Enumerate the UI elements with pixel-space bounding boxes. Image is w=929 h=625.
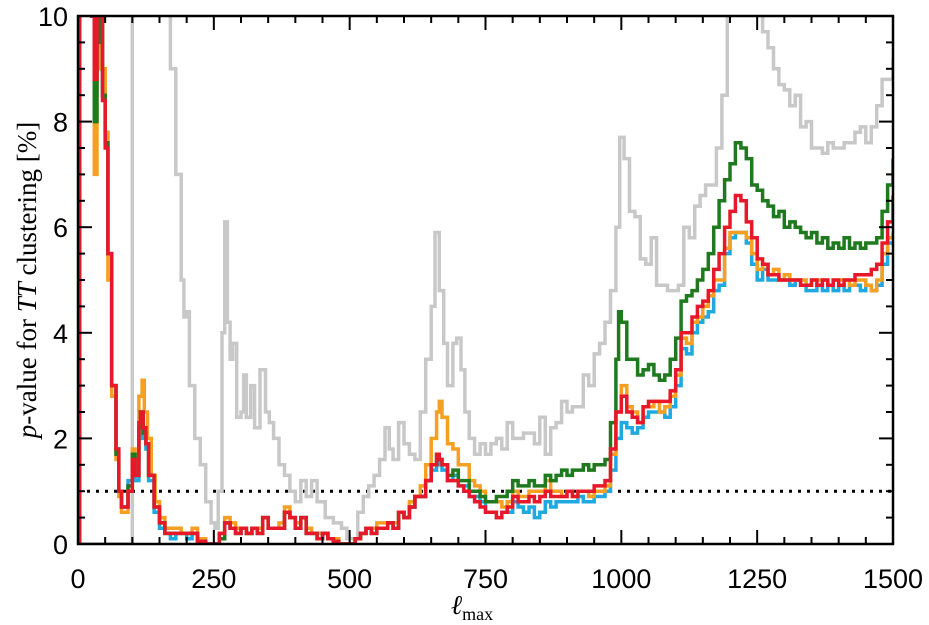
y-tick-label: 8 [53, 108, 68, 138]
x-tick-label: 1250 [727, 564, 787, 594]
ticks-layer [77, 15, 894, 545]
y-axis-label-tt: TT [12, 280, 42, 312]
series-line-0 [78, 16, 893, 544]
x-tick-label: 250 [191, 564, 236, 594]
y-tick-label: 6 [53, 213, 68, 243]
x-axis-label: ℓmax [451, 590, 493, 624]
series-line-4 [78, 16, 893, 544]
x-tick-label: 750 [463, 564, 508, 594]
y-tick-label: 10 [38, 2, 68, 32]
x-tick-label: 0 [70, 564, 85, 594]
y-tick-label: 4 [53, 319, 68, 349]
y-axis-label-post: clustering [%] [12, 122, 42, 282]
y-axis-label: p-value for TT clustering [%] [12, 122, 42, 440]
y-tick-label: 0 [53, 530, 68, 560]
x-axis-label-sub: max [462, 604, 493, 624]
series-layer [78, 16, 893, 544]
y-tick-label: 2 [53, 424, 68, 454]
y-axis-label-p: p [12, 425, 42, 441]
y-tick-labels: 0 2 4 6 8 10 [38, 2, 68, 560]
y-axis-label-pre: -value for [12, 312, 42, 424]
x-tick-labels: 0 250 500 750 1000 1250 1500 [70, 564, 923, 594]
x-tick-label: 1000 [591, 564, 651, 594]
x-tick-label: 1500 [863, 564, 923, 594]
x-tick-label: 500 [327, 564, 372, 594]
x-axis-label-main: ℓ [451, 590, 463, 620]
series-line-2 [78, 16, 893, 544]
